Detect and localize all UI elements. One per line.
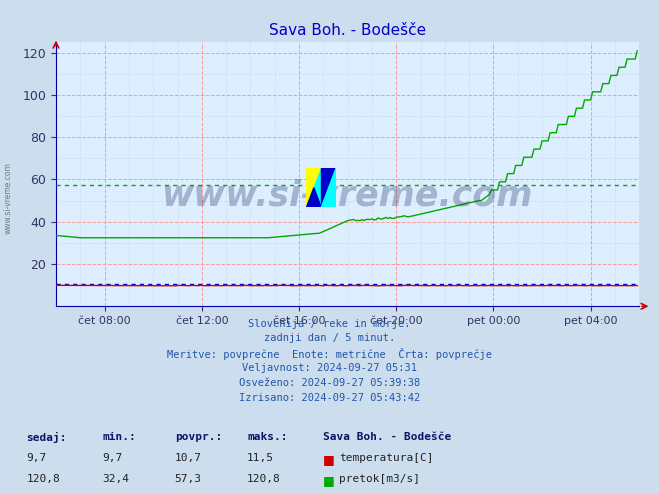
Polygon shape [306, 168, 322, 207]
Text: povpr.:: povpr.: [175, 432, 222, 442]
Text: 11,5: 11,5 [247, 453, 274, 463]
Polygon shape [322, 168, 336, 207]
Text: Meritve: povprečne  Enote: metrične  Črta: povprečje: Meritve: povprečne Enote: metrične Črta:… [167, 348, 492, 360]
Title: Sava Boh. - Bodešče: Sava Boh. - Bodešče [269, 23, 426, 38]
Text: temperatura[C]: temperatura[C] [339, 453, 434, 463]
Text: 9,7: 9,7 [26, 453, 47, 463]
Text: maks.:: maks.: [247, 432, 287, 442]
Text: www.si-vreme.com: www.si-vreme.com [162, 178, 533, 212]
Text: 9,7: 9,7 [102, 453, 123, 463]
Text: Sava Boh. - Bodešče: Sava Boh. - Bodešče [323, 432, 451, 442]
Text: ■: ■ [323, 453, 335, 466]
Text: 32,4: 32,4 [102, 474, 129, 484]
Text: 10,7: 10,7 [175, 453, 202, 463]
Polygon shape [306, 188, 322, 207]
Text: Izrisano: 2024-09-27 05:43:42: Izrisano: 2024-09-27 05:43:42 [239, 393, 420, 403]
Text: ■: ■ [323, 474, 335, 487]
Text: www.si-vreme.com: www.si-vreme.com [3, 162, 13, 234]
Text: pretok[m3/s]: pretok[m3/s] [339, 474, 420, 484]
Text: 120,8: 120,8 [26, 474, 60, 484]
Text: zadnji dan / 5 minut.: zadnji dan / 5 minut. [264, 333, 395, 343]
Text: Osveženo: 2024-09-27 05:39:38: Osveženo: 2024-09-27 05:39:38 [239, 378, 420, 388]
Text: Slovenija / reke in morje.: Slovenija / reke in morje. [248, 319, 411, 329]
Text: min.:: min.: [102, 432, 136, 442]
Polygon shape [322, 168, 336, 207]
Text: Veljavnost: 2024-09-27 05:31: Veljavnost: 2024-09-27 05:31 [242, 363, 417, 373]
Text: 120,8: 120,8 [247, 474, 281, 484]
Text: 57,3: 57,3 [175, 474, 202, 484]
Polygon shape [306, 168, 322, 207]
Text: sedaj:: sedaj: [26, 432, 67, 443]
